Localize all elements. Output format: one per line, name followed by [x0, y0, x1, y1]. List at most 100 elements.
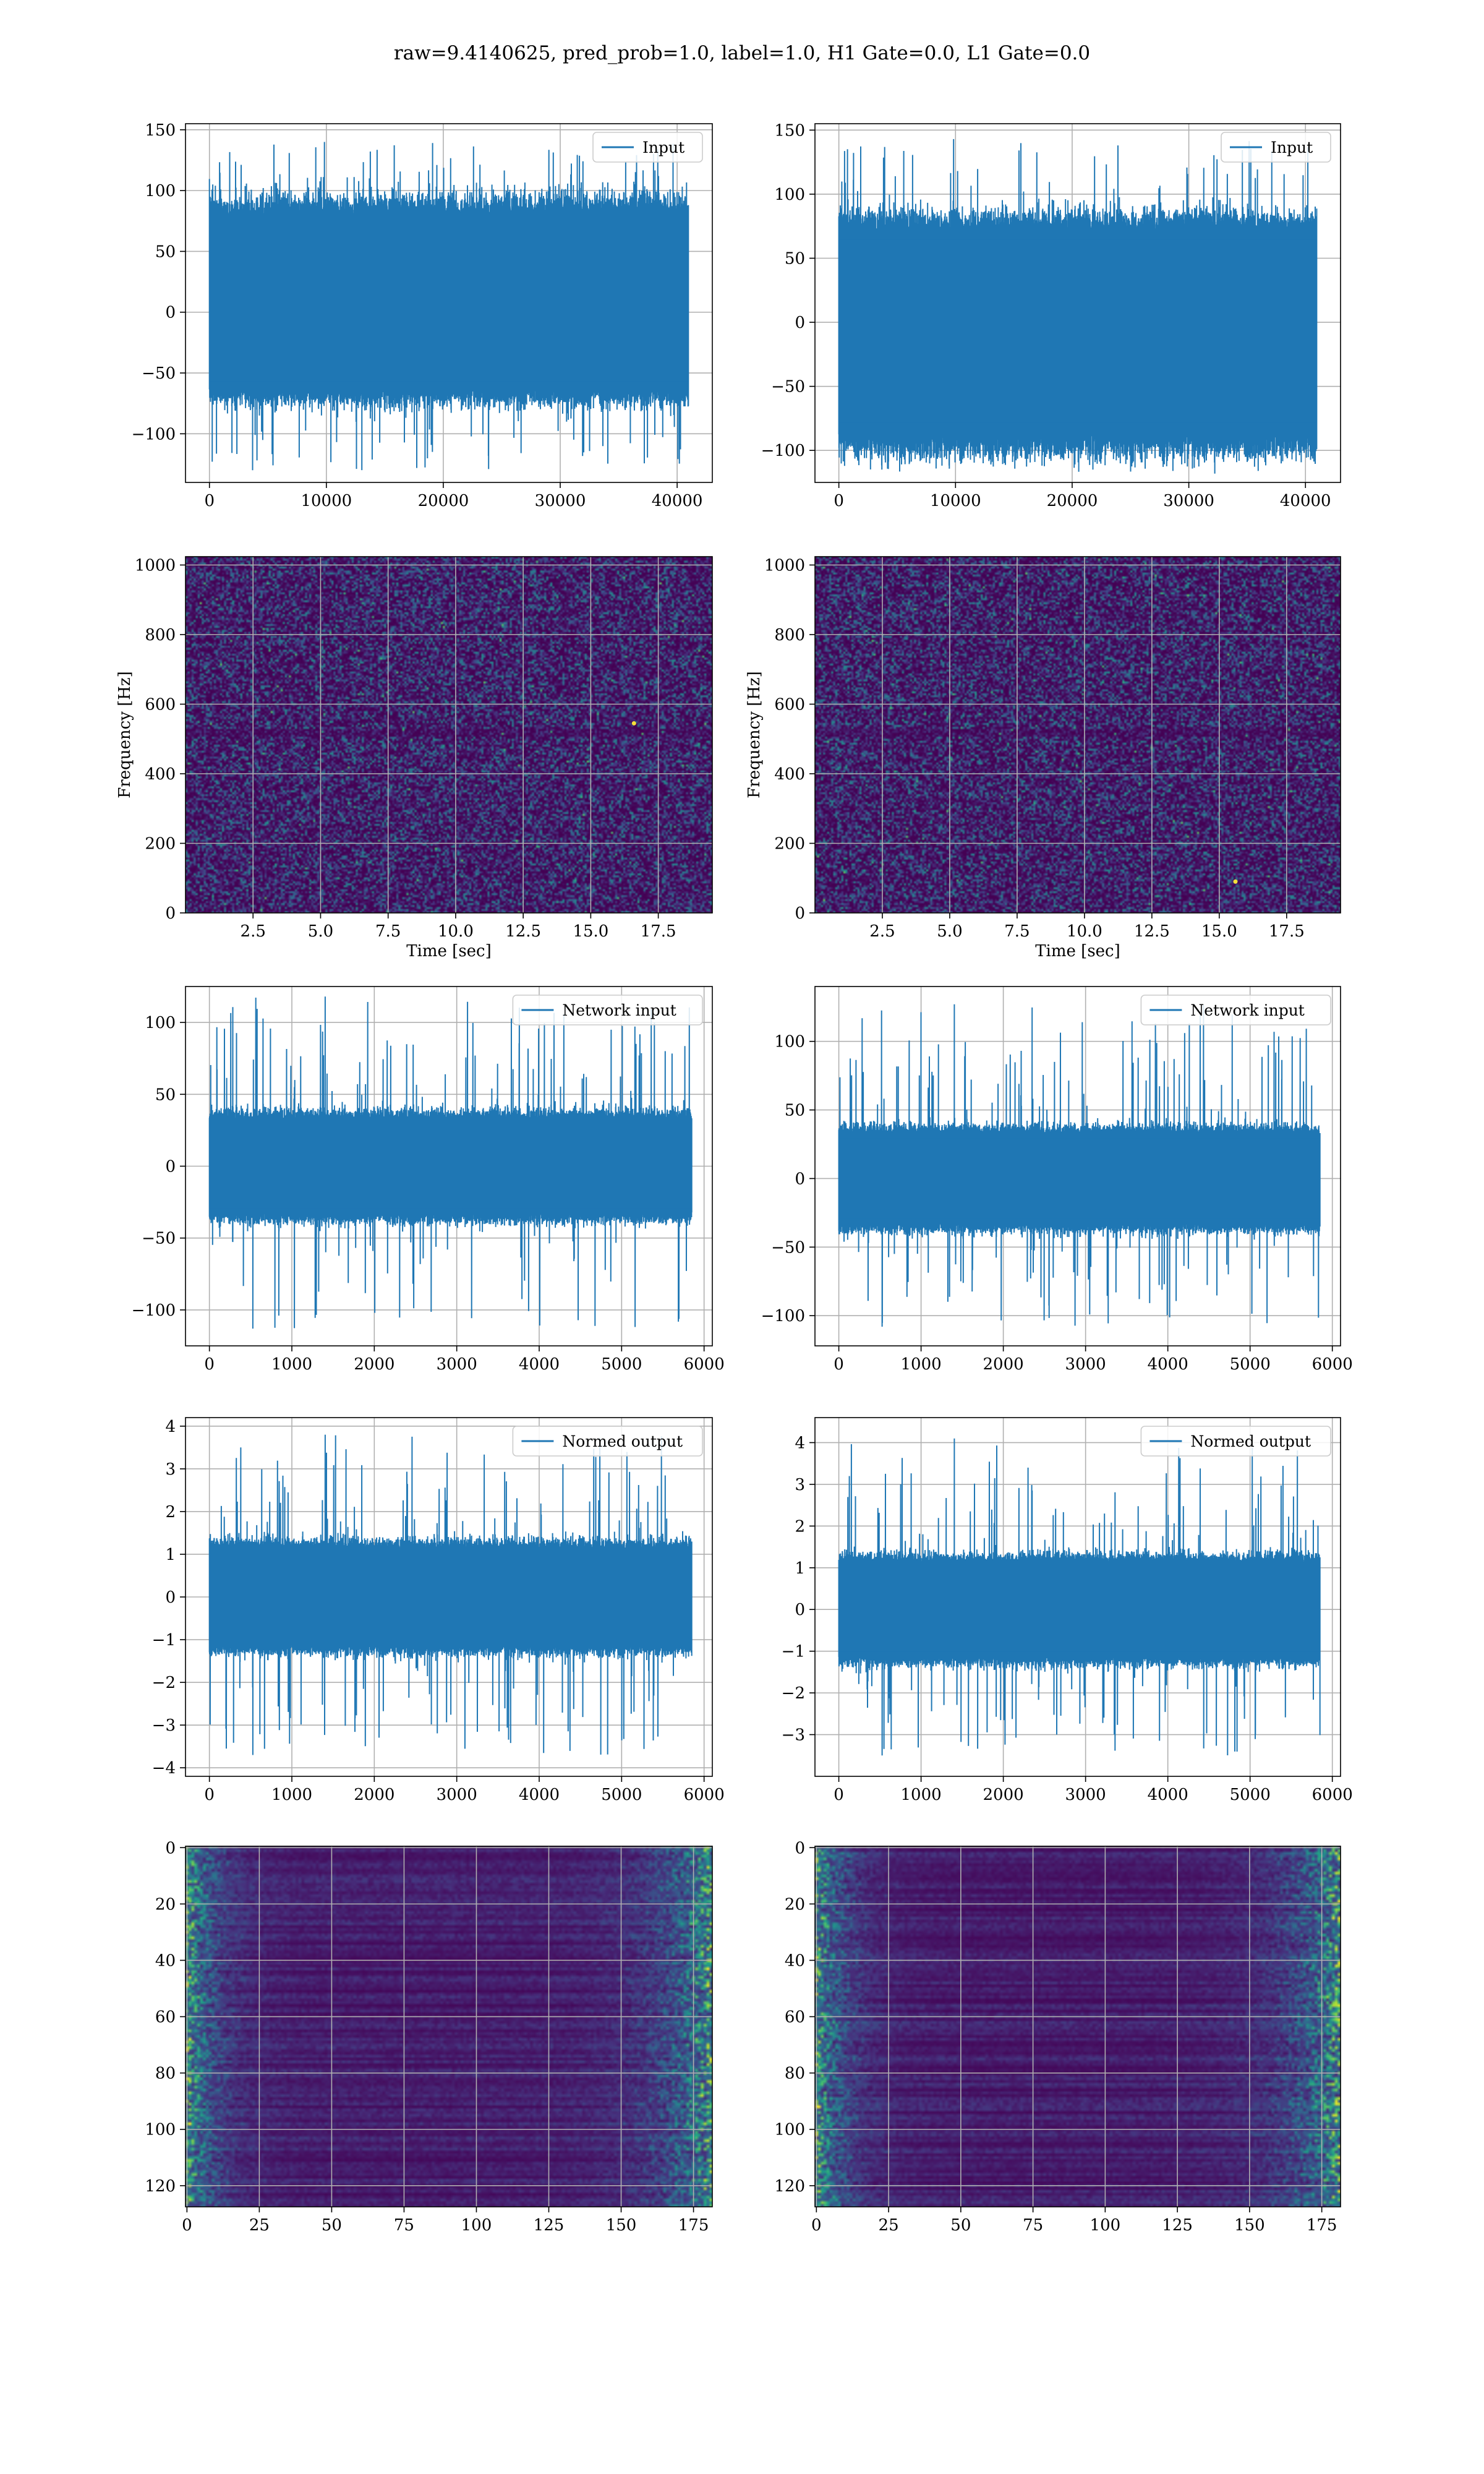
y-tick-label: 40 [785, 1951, 805, 1970]
x-tick-label: 1000 [901, 1355, 942, 1374]
series-band [209, 1124, 692, 1209]
panel-normed-output-right: Normed output 0 1000 2000 3000 4000 5000 6000 −3… [782, 1417, 1353, 1804]
x-tick-label: 50 [322, 2216, 342, 2235]
x-tick-label: 0 [204, 1355, 215, 1374]
y-tick-label: 60 [785, 2008, 805, 2027]
y-tick-label: −100 [761, 442, 805, 460]
x-tick-label: 17.5 [1269, 922, 1305, 941]
y-tick-label: 200 [145, 835, 176, 854]
y-axis-label: Frequency [Hz] [116, 671, 134, 798]
axes-frame [814, 556, 1341, 914]
feature-map-image [815, 1846, 1341, 2207]
x-tick-label: 3000 [437, 1786, 477, 1804]
y-tick-label: 0 [165, 1588, 176, 1607]
y-tick-label: 100 [774, 1033, 805, 1051]
legend-label: Normed output [1190, 1432, 1311, 1450]
axes-frame [814, 1417, 1341, 1777]
y-tick-label: 0 [795, 314, 805, 332]
x-tick-label: 10.0 [1067, 922, 1102, 941]
x-tick-label: 6000 [1312, 1355, 1353, 1374]
x-tick-label: 125 [1162, 2216, 1193, 2235]
y-tick-label: 200 [774, 835, 805, 854]
y-tick-label: 100 [145, 1014, 176, 1032]
axes-frame [814, 1846, 1341, 2207]
y-tick-label: 600 [145, 696, 176, 714]
x-tick-label: 15.0 [1201, 922, 1237, 941]
x-tick-label: 75 [394, 2216, 414, 2235]
y-tick-label: 800 [145, 626, 176, 644]
panel-normed-output-left: Normed output 0 1000 2000 3000 4000 5000 6000 −4… [152, 1417, 725, 1804]
y-tick-label: 1 [165, 1546, 176, 1564]
y-tick-label: 0 [795, 904, 805, 923]
x-tick-label: 2.5 [869, 922, 895, 941]
x-tick-label: 6000 [684, 1786, 725, 1804]
y-tick-label: 800 [774, 626, 805, 644]
y-tick-label: 2 [795, 1517, 805, 1536]
series-band [209, 225, 689, 382]
legend-box [1140, 1426, 1331, 1457]
panel-spectrogram-right: 2.5 5.0 7.5 10.0 12.5 15.0 17.5 0 200 400 600 800 10… [745, 556, 1341, 961]
x-tick-label: 7.5 [1004, 922, 1030, 941]
x-tick-label: 50 [950, 2216, 971, 2235]
y-tick-label: 600 [774, 696, 805, 714]
legend-label: Network input [562, 1001, 676, 1019]
x-tick-label: 30000 [1163, 492, 1214, 510]
feature-map-image [186, 1846, 712, 2207]
series-band [209, 1554, 692, 1640]
legend: Input [1221, 132, 1331, 163]
x-tick-label: 12.5 [1134, 922, 1170, 941]
x-tick-label: 25 [249, 2216, 270, 2235]
y-tick-label: 4 [795, 1434, 805, 1452]
x-tick-label: 30000 [535, 492, 586, 510]
x-tick-label: 5000 [1230, 1786, 1271, 1804]
x-tick-label: 0 [204, 1786, 215, 1804]
y-tick-label: 20 [785, 1895, 805, 1914]
y-tick-label: −1 [152, 1631, 176, 1650]
x-tick-label: 100 [461, 2216, 492, 2235]
x-tick-label: 2000 [983, 1786, 1024, 1804]
x-tick-label: 0 [834, 1786, 844, 1804]
x-tick-label: 175 [1307, 2216, 1337, 2235]
y-tick-label: 0 [795, 1601, 805, 1619]
y-tick-label: 1000 [764, 557, 805, 575]
x-tick-label: 6000 [684, 1355, 725, 1374]
y-tick-label: −100 [132, 425, 176, 443]
spectrogram-image [186, 557, 712, 913]
x-tick-label: 5.0 [308, 922, 333, 941]
y-tick-label: 0 [165, 904, 176, 923]
x-tick-label: 0 [204, 492, 215, 510]
y-tick-label: 100 [774, 186, 805, 204]
axes-frame [185, 1846, 713, 2207]
legend-label: Network input [1190, 1001, 1304, 1019]
y-tick-label: 60 [155, 2008, 176, 2027]
legend: Network input [512, 995, 703, 1025]
y-tick-label: 100 [774, 2121, 805, 2139]
y-tick-label: −50 [771, 378, 805, 396]
legend-box [592, 132, 703, 163]
y-tick-label: −3 [782, 1726, 805, 1745]
x-axis-label: Time [sec] [1035, 942, 1120, 961]
x-tick-label: 17.5 [641, 922, 676, 941]
x-tick-label: 7.5 [375, 922, 401, 941]
legend: Network input [1140, 995, 1331, 1025]
legend-label: Input [1271, 139, 1313, 156]
legend-box [512, 1426, 703, 1457]
x-tick-label: 15.0 [573, 922, 608, 941]
y-tick-label: 3 [165, 1460, 176, 1479]
y-tick-label: −4 [152, 1759, 176, 1778]
legend: Normed output [1140, 1426, 1331, 1457]
x-tick-label: 0 [811, 2216, 822, 2235]
y-tick-label: 80 [155, 2065, 176, 2083]
x-tick-label: 20000 [1047, 492, 1098, 510]
panel-input-right: Input 0 10000 20000 30000 40000 −100 −50 0 50 100 1… [761, 121, 1341, 510]
y-tick-label: 50 [155, 242, 176, 261]
legend: Normed output [512, 1426, 703, 1457]
legend-box [1140, 995, 1331, 1025]
x-tick-label: 175 [678, 2216, 709, 2235]
y-tick-label: −3 [152, 1716, 176, 1735]
x-tick-label: 0 [182, 2216, 192, 2235]
x-tick-label: 150 [606, 2216, 637, 2235]
x-tick-label: 6000 [1312, 1786, 1353, 1804]
x-tick-label: 40000 [1280, 492, 1331, 510]
